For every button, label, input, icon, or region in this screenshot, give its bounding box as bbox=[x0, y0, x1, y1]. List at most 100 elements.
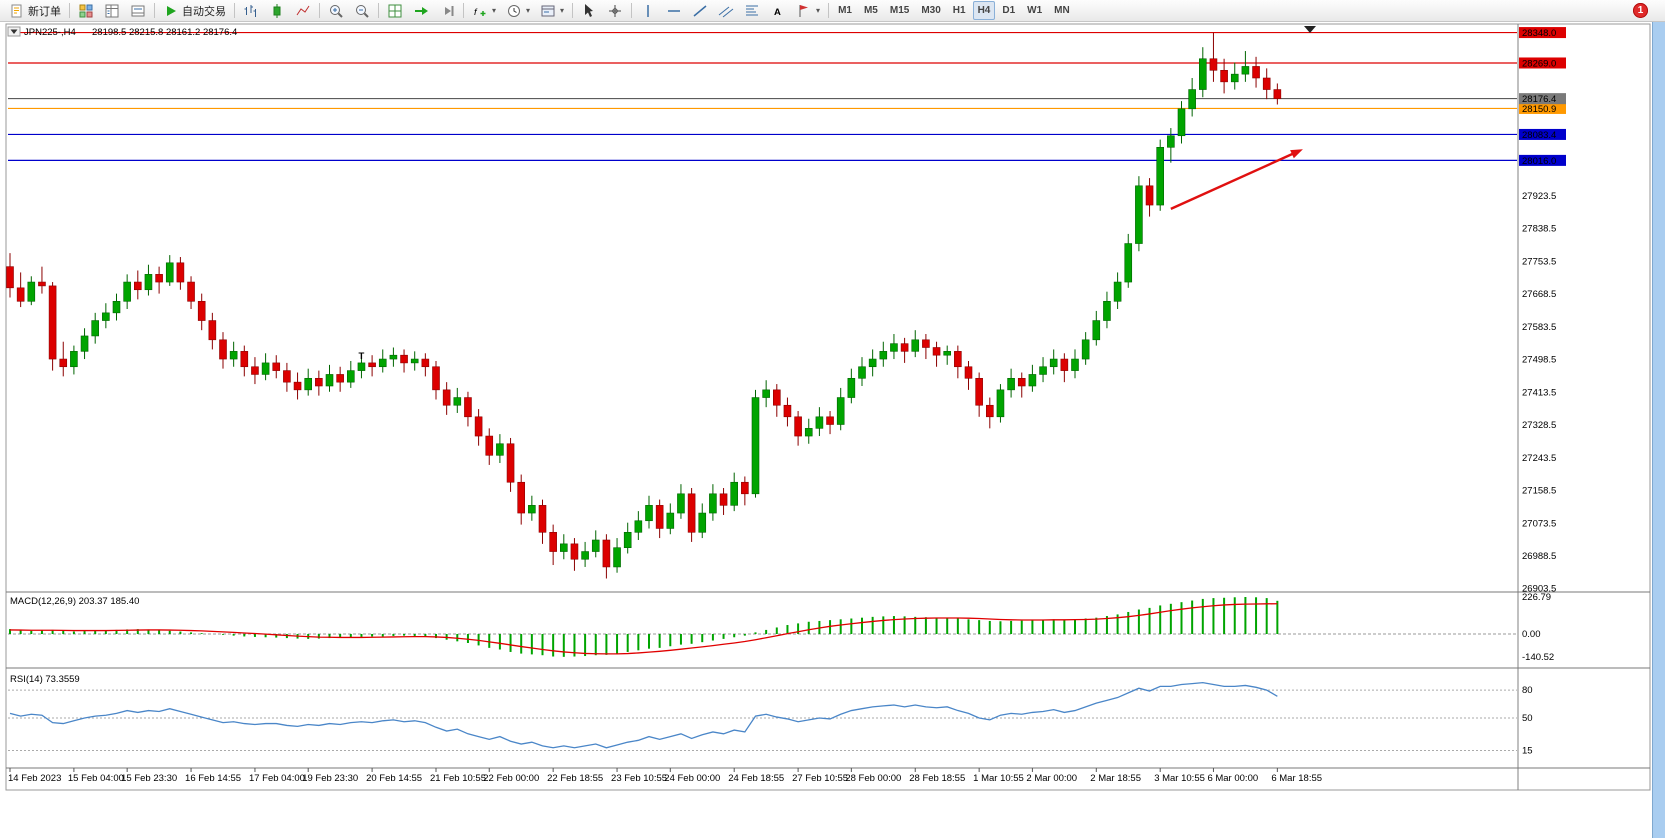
chart-shift-button[interactable] bbox=[435, 1, 459, 20]
toolbar-separator bbox=[154, 3, 155, 18]
candle bbox=[1262, 77, 1271, 90]
market-watch-icon bbox=[104, 3, 120, 19]
current-price-badge: 28176.4 bbox=[1522, 94, 1556, 105]
candle bbox=[677, 493, 685, 514]
candle bbox=[240, 351, 249, 368]
candle bbox=[368, 362, 376, 368]
rsi-scale-label: 50 bbox=[1522, 713, 1533, 724]
macd-label: MACD(12,26,9) 203.37 185.40 bbox=[10, 596, 139, 607]
autotrading-button[interactable]: 自动交易 bbox=[159, 1, 230, 20]
notification-badge[interactable]: 1 bbox=[1633, 3, 1648, 18]
candle bbox=[602, 539, 611, 568]
arrows-button[interactable]: ▾ bbox=[792, 1, 824, 20]
timeframe-h1-button-label: H1 bbox=[952, 5, 966, 16]
candle bbox=[762, 389, 770, 398]
candle bbox=[219, 339, 227, 360]
candle bbox=[208, 320, 217, 341]
candle bbox=[996, 389, 1005, 418]
candle bbox=[27, 281, 36, 302]
timeframe-m15-button[interactable]: M15 bbox=[885, 1, 914, 20]
timeframe-m5-button[interactable]: M5 bbox=[859, 1, 883, 20]
candle bbox=[293, 381, 302, 391]
candle bbox=[1241, 66, 1250, 75]
chart-shift-icon bbox=[439, 3, 455, 19]
vertical-line-button[interactable] bbox=[636, 1, 660, 20]
market-watch-button[interactable] bbox=[100, 1, 124, 20]
price-line-badge-bg bbox=[1519, 154, 1566, 166]
candle bbox=[858, 366, 866, 379]
new-order-icon bbox=[9, 3, 25, 19]
macd-histogram bbox=[9, 596, 1279, 657]
price-line-badge: 28016.0 bbox=[1522, 156, 1556, 167]
price-tick-label: 27923.5 bbox=[1522, 191, 1556, 202]
candle bbox=[432, 366, 440, 391]
trendline-icon bbox=[692, 3, 708, 19]
charts-button[interactable] bbox=[74, 1, 98, 20]
horizontal-line-button[interactable] bbox=[662, 1, 686, 20]
price-tick-label: 27413.5 bbox=[1522, 387, 1556, 398]
autotrading-play-icon bbox=[163, 3, 179, 19]
candle bbox=[48, 285, 57, 360]
candle bbox=[261, 362, 270, 375]
candle bbox=[442, 389, 451, 406]
trendline-button[interactable] bbox=[688, 1, 712, 20]
channel-icon bbox=[718, 3, 734, 19]
time-label: 6 Mar 18:55 bbox=[1271, 773, 1322, 784]
candle bbox=[272, 362, 281, 371]
price-tick-label: 27753.5 bbox=[1522, 256, 1556, 267]
candle bbox=[1124, 243, 1133, 283]
zoom-in-button[interactable] bbox=[324, 1, 348, 20]
trend-arrow-object[interactable] bbox=[1170, 151, 1297, 210]
new-order-button[interactable]: 新订单 bbox=[5, 1, 65, 20]
window-scrollbar[interactable] bbox=[1652, 0, 1665, 838]
candle bbox=[378, 358, 387, 368]
terminal-button[interactable] bbox=[126, 1, 150, 20]
periods-button[interactable]: ▾ bbox=[502, 1, 534, 20]
toolbar-group: A ▾ bbox=[635, 1, 825, 20]
cursor-button[interactable] bbox=[577, 1, 601, 20]
candle bbox=[59, 358, 68, 368]
timeframe-d1-button[interactable]: D1 bbox=[997, 1, 1020, 20]
timeframe-h1-button[interactable]: H1 bbox=[948, 1, 971, 20]
channel-button[interactable] bbox=[714, 1, 738, 20]
candle bbox=[794, 416, 802, 437]
timeframe-mn-button[interactable]: MN bbox=[1049, 1, 1075, 20]
time-label: 28 Feb 00:00 bbox=[845, 773, 901, 784]
fibonacci-button[interactable] bbox=[740, 1, 764, 20]
candle bbox=[251, 366, 259, 375]
tile-windows-button[interactable] bbox=[383, 1, 407, 20]
candle bbox=[80, 335, 89, 352]
time-label: 28 Feb 18:55 bbox=[909, 773, 965, 784]
price-line-badge-bg bbox=[1519, 57, 1566, 69]
zoom-out-button[interactable] bbox=[350, 1, 374, 20]
timeframe-m30-button[interactable]: M30 bbox=[916, 1, 945, 20]
time-label: 24 Feb 00:00 bbox=[664, 773, 720, 784]
line-chart-button[interactable] bbox=[291, 1, 315, 20]
bar-chart-icon bbox=[243, 3, 259, 19]
text-button[interactable]: A bbox=[766, 1, 790, 20]
candle bbox=[144, 274, 153, 291]
timeframe-m1-button[interactable]: M1 bbox=[833, 1, 857, 20]
candlestick-chart-button[interactable] bbox=[265, 1, 289, 20]
rsi-label: RSI(14) 73.3559 bbox=[10, 674, 80, 685]
text-label-icon: A bbox=[770, 3, 786, 19]
chevron-down-icon: ▾ bbox=[816, 6, 821, 15]
indicators-button[interactable]: f ▾ bbox=[468, 1, 500, 20]
toolbar-group bbox=[382, 1, 460, 20]
candle bbox=[634, 520, 643, 533]
auto-scroll-button[interactable] bbox=[409, 1, 433, 20]
candle bbox=[517, 481, 526, 514]
candle bbox=[741, 481, 749, 495]
terminal-icon bbox=[130, 3, 146, 19]
price-line-badge: 28269.0 bbox=[1522, 58, 1556, 69]
candle bbox=[70, 351, 78, 368]
templates-button[interactable]: ▾ bbox=[536, 1, 568, 20]
timeframe-h4-button[interactable]: H4 bbox=[972, 1, 996, 20]
timeframe-w1-button[interactable]: W1 bbox=[1022, 1, 1047, 20]
candle bbox=[134, 281, 142, 291]
bar-chart-button[interactable] bbox=[239, 1, 263, 20]
toolbar-separator bbox=[69, 3, 70, 18]
charts-icon bbox=[78, 3, 94, 19]
crosshair-button[interactable] bbox=[603, 1, 627, 20]
